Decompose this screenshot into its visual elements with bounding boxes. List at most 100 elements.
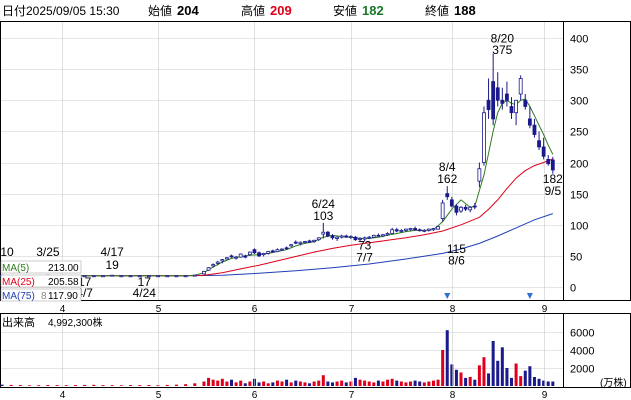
candlestick	[91, 275, 96, 278]
candlestick	[202, 270, 206, 275]
price-panel-frame	[0, 21, 631, 301]
volume-bar	[138, 385, 142, 386]
candle-body-down	[344, 235, 349, 238]
candle-body-up	[192, 274, 197, 277]
date-markers	[444, 293, 533, 299]
candlestick	[491, 53, 496, 126]
candlestick	[527, 106, 532, 129]
volume-bar	[9, 384, 13, 386]
close-value: 188	[454, 3, 476, 18]
price-annotation: 17	[78, 275, 92, 289]
volume-bar	[285, 379, 289, 386]
volume-value: 4,992,300株	[48, 316, 103, 329]
candle-body-down	[523, 99, 528, 107]
open-label: 始値	[148, 3, 172, 18]
candlestick	[477, 162, 482, 188]
candlesticks	[0, 53, 555, 278]
volume-month-tick-label: 9	[542, 390, 548, 400]
volume-bar	[308, 383, 312, 386]
volume-bar	[445, 330, 449, 386]
volume-bar	[454, 369, 458, 386]
candle-body-up	[247, 251, 252, 256]
candlestick	[495, 72, 500, 107]
low-label: 安値	[333, 3, 357, 18]
volume-bar	[280, 381, 284, 386]
volume-tick-label: 2000	[570, 364, 594, 376]
candlestick	[156, 275, 160, 278]
price-tick-label: 50	[570, 252, 582, 264]
candlestick	[326, 230, 330, 238]
month-tick-label: 5	[156, 304, 162, 315]
volume-bar	[46, 385, 50, 386]
candlestick	[344, 234, 349, 238]
candle-body-up	[482, 112, 486, 163]
volume-bar	[441, 350, 445, 386]
candlestick	[220, 258, 225, 264]
volume-bar	[298, 381, 302, 386]
candle-body-up	[289, 244, 294, 247]
candle-body-down	[486, 99, 491, 110]
volume-bar	[207, 377, 211, 386]
candlestick	[358, 237, 362, 242]
candlestick	[431, 227, 436, 231]
date-label: 日付	[2, 4, 26, 18]
candle-body-down	[307, 240, 312, 243]
volume-bar	[303, 382, 307, 386]
volume-bar	[73, 385, 77, 386]
candlestick	[463, 204, 468, 212]
candlestick	[303, 240, 307, 244]
candle-body-down	[394, 229, 399, 232]
volume-bar	[110, 385, 114, 386]
candle-body-up	[477, 168, 482, 182]
volume-bar	[422, 382, 426, 386]
candlestick	[348, 235, 353, 240]
close-label: 終値	[425, 3, 449, 18]
candlestick	[454, 204, 459, 216]
volume-bar	[482, 357, 486, 386]
candle-body-down	[454, 205, 459, 213]
volume-bar	[147, 385, 151, 386]
candlestick	[234, 255, 238, 260]
price-annotation: 7/7	[356, 250, 373, 264]
volume-bar	[289, 382, 293, 386]
volume-bar	[542, 380, 546, 386]
ma25-line	[2, 158, 553, 277]
volume-bar	[156, 385, 160, 386]
candlestick	[280, 248, 284, 251]
volume-bar	[317, 380, 321, 386]
volume-bar	[344, 382, 348, 386]
candlestick	[174, 275, 179, 278]
candle-body-up	[468, 206, 473, 211]
candle-body-down	[532, 124, 537, 135]
candlestick	[284, 246, 289, 250]
volume-bar	[496, 360, 500, 386]
volume-month-tick-label: 6	[252, 390, 258, 400]
price-annotation: 6/24	[312, 197, 336, 211]
volume-bar	[234, 382, 238, 386]
volume-grid	[1, 332, 563, 369]
candle-body-down	[463, 206, 468, 210]
price-annotation: 4/17	[100, 245, 124, 259]
candle-body-up	[82, 275, 87, 278]
candlestick	[293, 240, 298, 245]
price-annotation: 8/4	[439, 160, 456, 174]
date-marker-icon	[444, 293, 451, 299]
candle-body-up	[426, 228, 431, 231]
candlestick	[247, 251, 252, 256]
candle-body-down	[293, 241, 298, 244]
candlestick	[532, 118, 537, 138]
month-tick-label: 8	[450, 304, 456, 315]
candlestick	[270, 249, 275, 253]
volume-month-tick-label: 8	[450, 390, 456, 400]
candlestick	[257, 251, 261, 258]
ma75-legend-label: MA(75)	[2, 291, 35, 302]
volume-bar	[523, 370, 527, 386]
candlestick	[459, 206, 463, 213]
volume-bar	[239, 380, 243, 386]
price-tick-label: 300	[570, 96, 588, 108]
candle-body-up	[321, 231, 326, 235]
volume-bar	[326, 381, 330, 386]
ma75-legend-prefix: 8	[41, 291, 47, 302]
candle-body-up	[339, 235, 344, 238]
candlestick	[482, 106, 486, 166]
